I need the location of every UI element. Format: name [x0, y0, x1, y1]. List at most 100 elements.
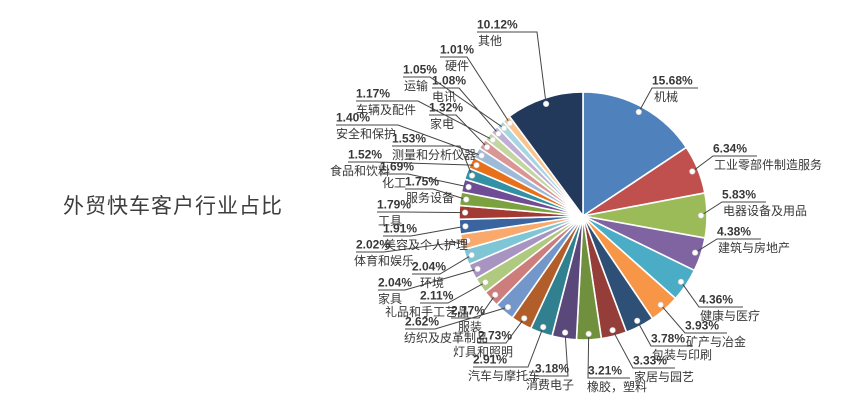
leader-line — [380, 173, 469, 188]
slice-name-label: 家具 — [378, 291, 402, 306]
slice-dot — [677, 278, 685, 285]
slice-dot — [465, 183, 472, 191]
slice-dot — [634, 317, 641, 324]
leader-line — [403, 76, 505, 129]
slice-pct-label: 2.91% — [473, 353, 507, 367]
slice-dot — [462, 209, 469, 216]
slice-name-label: 工具 — [378, 214, 402, 228]
slice-name-label: 矿产与冶金 — [686, 334, 746, 349]
slice-dot — [473, 162, 480, 169]
slice-labels: 15.68%机械 6.34%工业零部件制造服务 5.83% 电器设备及用品 4.38%建… — [330, 18, 822, 395]
slice-name-label: 消费电子 — [526, 378, 574, 392]
leader-line — [412, 254, 472, 275]
chart-title: 外贸快车客户行业占比 — [63, 195, 283, 218]
slice-name-label: 体育和娱乐 — [354, 253, 414, 268]
slice-pct-label: 1.69% — [380, 160, 414, 174]
slice-pct-label: 5.83% — [722, 188, 756, 202]
slice-pct-label: 2.04% — [412, 260, 446, 274]
slice-pct-label: 1.32% — [429, 101, 463, 115]
leader-line — [636, 320, 693, 347]
slice-name-label: 化工 — [382, 176, 406, 190]
slice-dot — [478, 152, 485, 159]
slice-pct-label: 2.04% — [378, 276, 412, 290]
leader-line — [356, 100, 494, 141]
slice-dot — [540, 324, 547, 331]
leader-line — [440, 56, 511, 124]
slice-name-label: 测量和分析仪器 — [392, 148, 476, 162]
slice-name-label: 美容及个人护理 — [384, 237, 468, 252]
leader-line — [432, 87, 499, 135]
slice-name-label: 机械 — [654, 89, 678, 104]
slice-pct-label: 1.01% — [440, 43, 474, 57]
leader-line — [378, 268, 478, 291]
slice-name-label: 电器设备及用品 — [723, 204, 807, 218]
slice-name-label: 健康与医疗 — [700, 308, 760, 323]
slice-pct-label: 1.91% — [383, 222, 417, 236]
slice-dots — [462, 100, 705, 338]
slice-pct-label: 3.21% — [588, 364, 622, 378]
slice-dot — [635, 108, 642, 116]
slice-dot — [697, 212, 705, 219]
slice-dot — [462, 223, 469, 230]
pie-slice[interactable] — [508, 91, 584, 217]
slice-pct-label: 3.33% — [633, 354, 667, 368]
slice-name-label: 服装 — [458, 320, 482, 334]
slice-name-label: 车辆及配件 — [356, 102, 416, 117]
slice-pct-label: 1.53% — [392, 132, 426, 146]
slice-dot — [482, 279, 489, 286]
slice-dot — [504, 304, 512, 311]
slice-name-label: 食品和饮料 — [330, 163, 390, 178]
slice-name-label: 工业零部件制造服务 — [714, 157, 822, 172]
slice-dot — [468, 252, 475, 259]
slice-dot — [521, 315, 528, 322]
leader-line — [680, 281, 743, 308]
slice-dot — [585, 330, 592, 338]
slice-name-label: 其他 — [478, 34, 502, 48]
slice-name-label: 家电 — [430, 116, 454, 131]
leader-line — [478, 318, 525, 344]
slice-pct-label: 2.02% — [356, 238, 390, 252]
leader-line — [660, 304, 727, 334]
slice-name-label: 礼品和手工艺品 — [385, 304, 469, 319]
leader-line — [473, 326, 544, 368]
leader-lines — [336, 31, 766, 379]
slice-pct-label: 1.17% — [356, 87, 390, 101]
leader-line — [392, 145, 473, 176]
leader-line — [405, 188, 467, 200]
slice-name-label: 灯具和照明 — [453, 345, 513, 359]
slice-dot — [689, 168, 696, 175]
slice-pct-label: 4.36% — [699, 293, 733, 307]
slice-dot — [484, 144, 491, 151]
leader-line — [638, 87, 698, 113]
leader-line — [405, 306, 509, 330]
slice-pct-label: 15.68% — [652, 74, 693, 88]
slice-pct-label: 2.62% — [405, 315, 439, 329]
slice-dot — [506, 120, 514, 127]
slice-name-label: 服务设备 — [406, 190, 454, 205]
slice-pct-label: 1.79% — [377, 198, 411, 212]
slice-pct-label: 6.34% — [713, 142, 747, 156]
slice-name-label: 安全和保护 — [336, 126, 396, 141]
leader-line — [612, 329, 675, 369]
slice-pct-label: 1.75% — [405, 175, 439, 189]
slice-name-label: 包装与印刷 — [652, 348, 712, 362]
slice-dot — [489, 136, 496, 143]
slice-pct-label: 2.17% — [451, 304, 485, 318]
slice-dot — [657, 301, 664, 308]
slice-pct-label: 1.08% — [432, 74, 466, 88]
slice-pct-label: 1.52% — [348, 148, 382, 162]
slice-name-label: 纺织及皮革制品 — [404, 331, 488, 345]
leader-line — [383, 225, 466, 237]
slice-pct-label: 1.40% — [336, 111, 370, 125]
slice-dot — [495, 130, 502, 137]
slice-name-label: 电讯 — [432, 90, 456, 104]
slice-name-label: 运输 — [404, 78, 428, 93]
slice-dot — [691, 249, 699, 256]
slice-pct-label: 3.78% — [651, 332, 685, 346]
leader-line — [356, 240, 468, 253]
slice-dot — [501, 125, 508, 132]
leader-line — [535, 332, 569, 377]
leader-line — [348, 161, 477, 166]
